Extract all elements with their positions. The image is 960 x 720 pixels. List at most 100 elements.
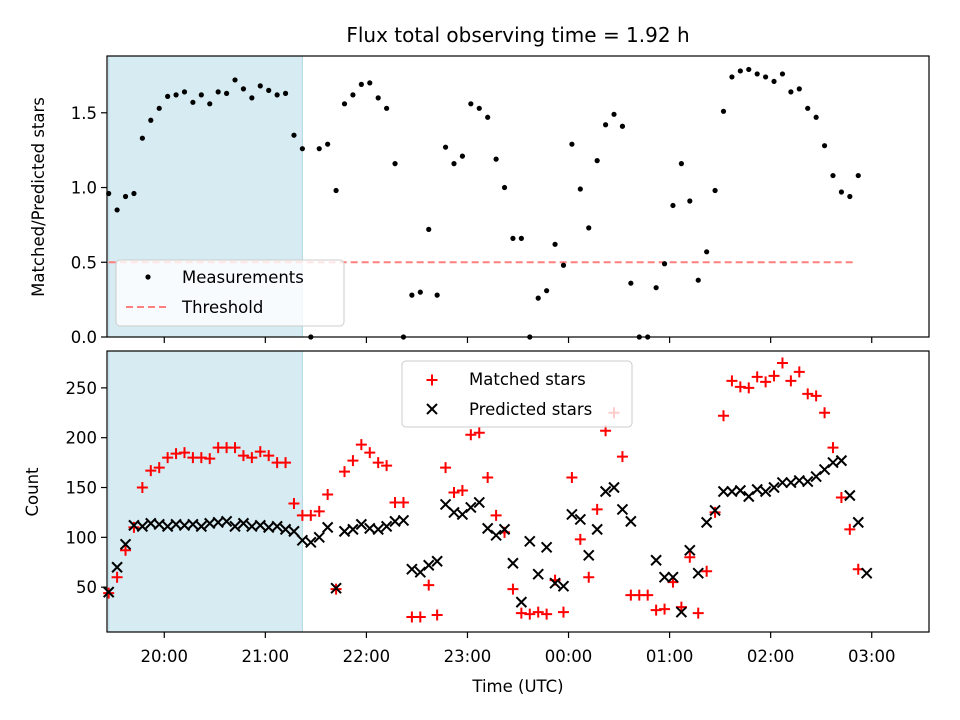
predicted-star-point [237,517,250,530]
measurement-point [434,292,440,298]
predicted-star-point [195,520,208,533]
matched-star-point [397,496,409,508]
matched-star-point [835,491,847,503]
measurement-point [341,101,348,107]
matched-star-point [305,509,317,521]
measurement-point [754,71,760,77]
predicted-star-point [743,490,755,503]
matched-star-point [120,544,132,556]
measurement-point [628,280,634,286]
predicted-star-point [599,485,612,498]
measurement-point [661,261,668,267]
matched-star-point [776,357,788,369]
predicted-star-point [802,475,814,488]
matched-star-point [490,509,502,521]
measurement-point [240,86,247,92]
predicted-star-point [473,496,485,509]
measurement-point [274,92,280,98]
measurement-point [282,90,289,96]
matched-star-point [111,571,123,583]
measurement-point [737,68,743,74]
predicted-star-point [852,516,864,529]
predicted-star-point [860,567,873,579]
predicted-star-point [187,518,199,531]
measurement-point [493,156,499,162]
predicted-star-point [161,520,174,533]
measurement-point [729,74,735,80]
measurement-point [544,288,550,294]
matched-star-point [145,465,157,477]
matched-star-point [313,505,325,517]
predicted-star-point [557,580,570,592]
top-legend-box [115,259,345,327]
measurement-point [181,89,188,95]
matched-star-point [718,410,729,422]
measurement-point [442,144,449,150]
predicted-star-point [515,596,528,608]
measurement-point [678,161,684,167]
measurement-point [114,207,120,213]
predicted-star-point [271,520,283,533]
matched-star-point [709,506,721,518]
predicted-star-point [540,541,553,554]
measurement-point [367,80,373,86]
measurement-point [257,83,263,89]
measurement-point [788,89,794,95]
predicted-star-point [818,463,831,476]
measurement-point [451,161,457,167]
measurement-point [249,95,255,101]
predicted-star-point [759,485,772,498]
measurement-point [426,226,432,232]
predicted-star-point [423,559,435,571]
matched-star-point [440,462,452,474]
matched-star-point [557,606,569,618]
predicted-star-point [111,561,123,573]
measurement-point [518,235,524,241]
predicted-star-point [355,518,368,531]
measurement-point [746,66,752,73]
bottom-y-tick-label: 50 [76,578,97,597]
matched-star-point [364,447,376,459]
measurement-point [139,135,145,141]
matched-star-point [844,523,856,535]
legend-label-matched: Matched stars [469,370,586,389]
predicted-star-point [220,515,233,528]
matched-star-point [229,442,241,454]
predicted-star-point [709,504,721,517]
matched-star-point [153,462,165,474]
measurement-point [577,186,583,192]
predicted-star-point [574,513,587,526]
matched-star-point [254,446,266,458]
measurement-point [417,289,423,295]
measurement-point [535,295,541,301]
matched-star-point [322,488,334,500]
legend-markers [426,374,438,415]
predicted-star-point [288,525,300,538]
measurement-point [611,111,617,117]
measurement-point [207,101,213,107]
x-tick-label: 02:00 [747,647,795,666]
predicted-star-point [490,529,502,542]
predicted-star-point [583,549,595,561]
matched-star-point [473,427,485,439]
predicted-star-point [532,568,544,580]
measurement-point [779,71,786,77]
predicted-star-point [305,536,317,549]
legend-marker-predicted [426,403,438,415]
measurement-point [510,235,516,241]
measurement-point [215,89,221,95]
matched-star-point [802,388,814,400]
predicted-star-point [768,481,780,494]
measurement-point [569,141,575,147]
measurement-point [586,225,592,231]
matched-star-point [246,452,258,464]
bottom-y-axis-label: Count [23,467,42,517]
matched-star-point [162,452,174,464]
matched-star-point [591,503,603,515]
bottom-shaded-interval [108,350,303,633]
measurement-point [173,92,179,98]
predicted-star-point [507,557,519,569]
predicted-star-point [591,523,603,536]
predicted-star-point [810,470,822,483]
matched-star-point [583,571,595,583]
